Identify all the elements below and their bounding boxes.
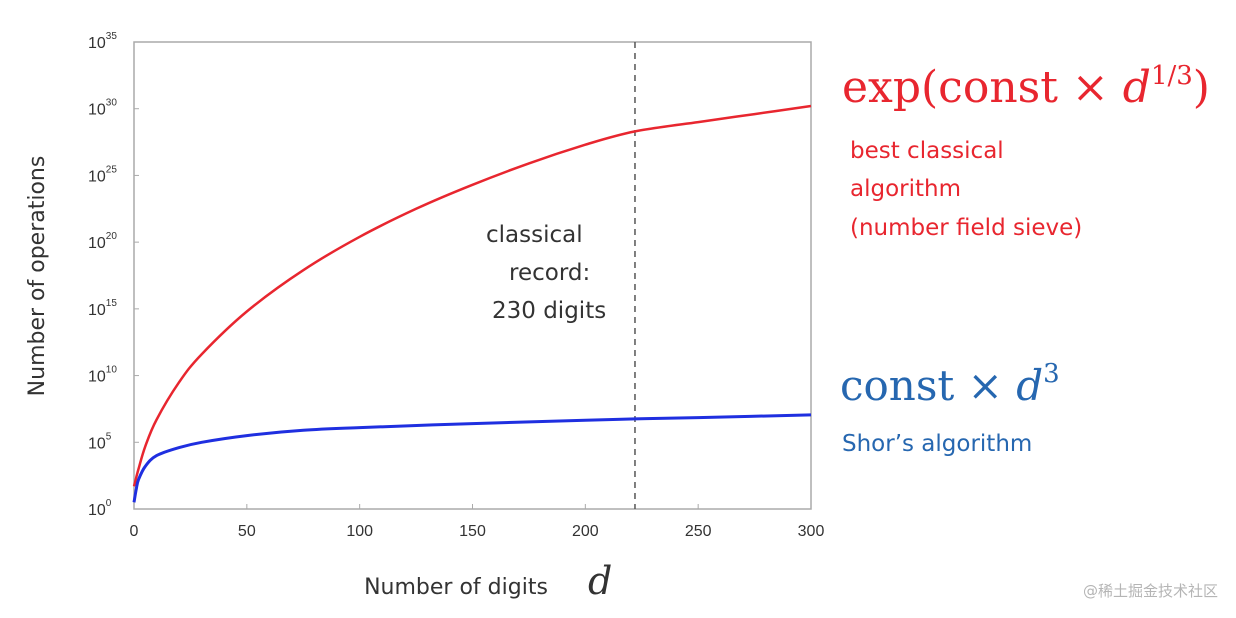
marker-label-line-1: classical [486,222,583,248]
classical-formula: exp(const × d1/3) [842,61,1210,113]
x-tick-label: 250 [685,523,712,540]
y-tick-label: 100 [88,498,112,519]
classical-description-line-1: best classical [850,138,1004,164]
x-axis-label: Number of digits [364,575,548,600]
y-axis-ticks: 100 105 1010 1015 1020 1025 1030 1035 [88,31,139,519]
x-tick-label: 0 [130,523,139,540]
x-tick-label: 200 [572,523,599,540]
shor-algorithm-curve [132,413,812,503]
x-tick-label: 100 [346,523,373,540]
y-tick-label: 1020 [88,231,117,252]
y-tick-label: 1035 [88,31,117,52]
shor-description: Shor’s algorithm [842,431,1032,457]
y-tick-label: 1025 [88,164,117,185]
y-tick-label: 1030 [88,98,117,119]
x-tick-label: 150 [459,523,486,540]
y-tick-label: 105 [88,431,112,452]
y-axis-label: Number of operations [25,156,50,397]
classical-description-line-2: algorithm [850,176,961,202]
x-tick-label: 50 [238,523,256,540]
y-tick-label: 1015 [88,298,117,319]
y-tick-label: 1010 [88,365,117,386]
classical-algorithm-curve [132,104,812,487]
plot-frame [133,41,812,510]
x-tick-label: 300 [798,523,825,540]
classical-description-line-3: (number field sieve) [850,215,1082,241]
marker-label-line-3: 230 digits [492,298,606,324]
marker-label-line-2: record: [509,260,590,286]
watermark: @稀土掘金技术社区 [1083,582,1218,600]
x-axis-label-symbol: d [588,559,612,603]
shor-formula: const × d3 [840,359,1060,410]
x-axis-ticks: 0 50 100 150 200 250 300 [130,504,825,540]
